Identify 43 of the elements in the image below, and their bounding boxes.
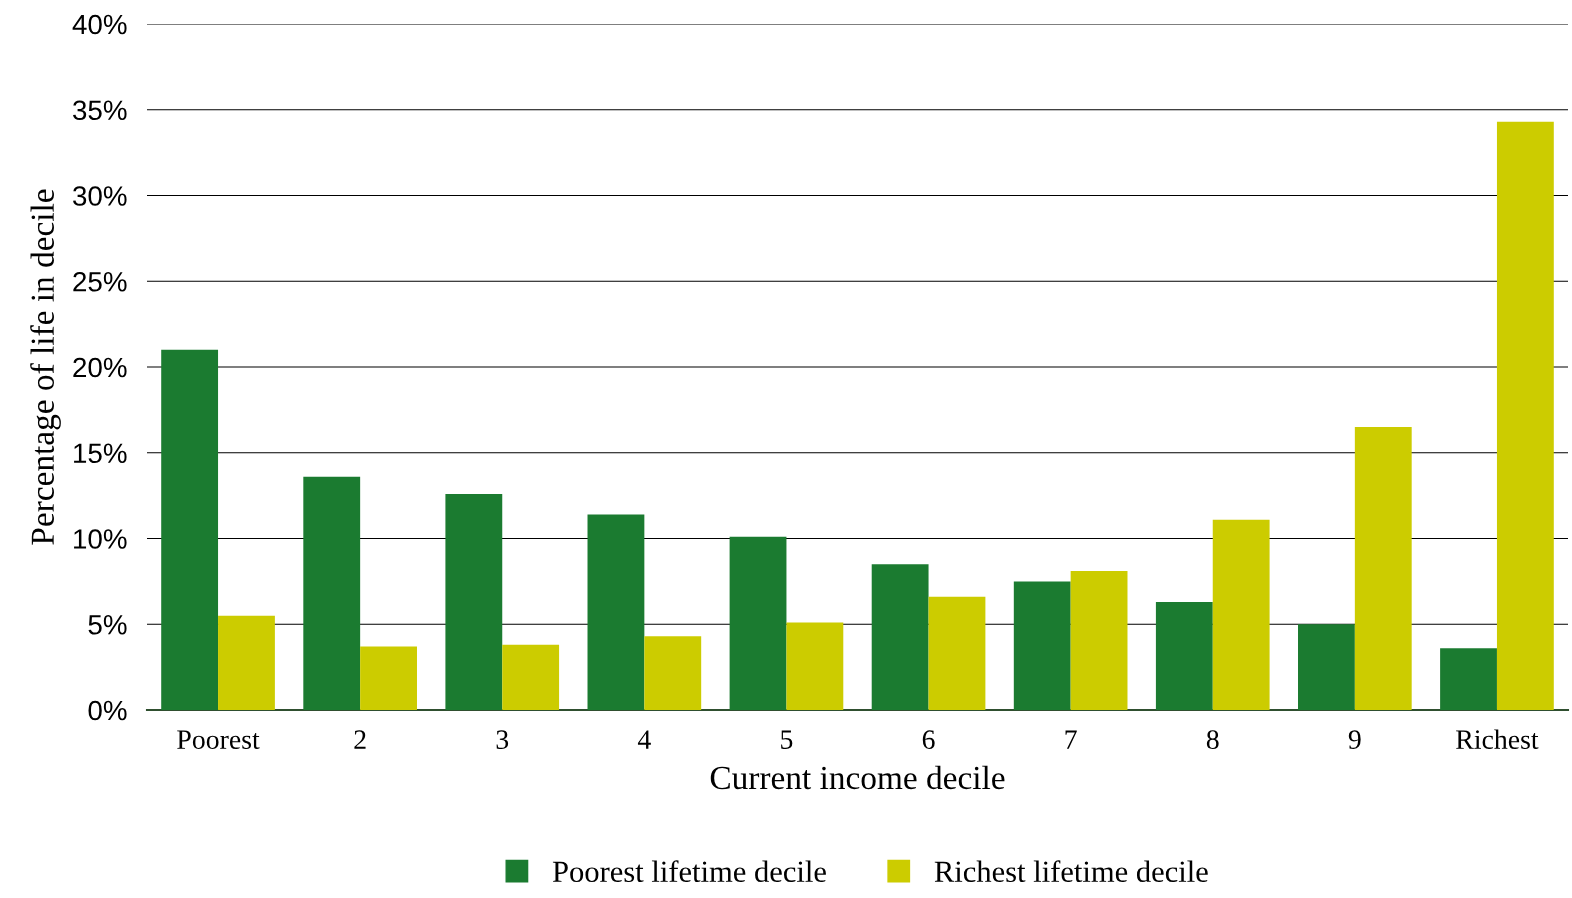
- bar: [587, 514, 645, 710]
- y-tick-label: 5%: [88, 615, 127, 635]
- bar: [644, 636, 702, 710]
- x-tick-label: 3: [496, 730, 509, 749]
- x-tick-label: 7: [1065, 730, 1077, 749]
- y-tick-label: 15%: [74, 443, 127, 464]
- bar: [786, 622, 844, 710]
- x-tick-label: Richest: [1456, 729, 1539, 749]
- bar: [303, 476, 361, 710]
- bar: [1013, 581, 1071, 710]
- bar: [445, 493, 503, 710]
- bar: [502, 644, 560, 710]
- bar: [729, 536, 787, 710]
- y-tick-label: 10%: [74, 529, 127, 549]
- bar: [1212, 519, 1270, 710]
- bar: [218, 615, 275, 710]
- legend-label: Richest lifetime decile: [934, 860, 1208, 883]
- bar: [1155, 601, 1213, 710]
- bar: [360, 646, 417, 710]
- x-tick-label: 9: [1348, 730, 1361, 749]
- bar: [1440, 648, 1497, 710]
- x-tick-label: 8: [1206, 730, 1219, 749]
- bar: [1354, 427, 1412, 710]
- x-tick-label: Poorest: [177, 730, 260, 749]
- x-tick-label: 5: [781, 730, 793, 749]
- y-tick-label: 25%: [73, 271, 127, 292]
- bar: [1496, 121, 1554, 710]
- legend-label: Poorest lifetime decile: [552, 860, 826, 883]
- bar: [1070, 571, 1128, 710]
- bar: [928, 596, 986, 710]
- y-tick-label: 20%: [73, 357, 127, 378]
- y-tick-label: 0%: [88, 700, 127, 721]
- x-tick-label: 4: [637, 730, 651, 749]
- y-tick-label: 30%: [73, 186, 127, 206]
- y-tick-label: 40%: [72, 14, 127, 35]
- bar: [1298, 624, 1355, 710]
- bar: [871, 564, 929, 710]
- x-tick-label: 6: [922, 730, 935, 749]
- x-tick-label: 2: [354, 730, 366, 749]
- y-tick-label: 35%: [73, 100, 127, 121]
- y-axis-title: Percentage of life in decile: [30, 189, 61, 545]
- x-axis-title: Current income decile: [710, 765, 1005, 790]
- bar: [161, 349, 219, 710]
